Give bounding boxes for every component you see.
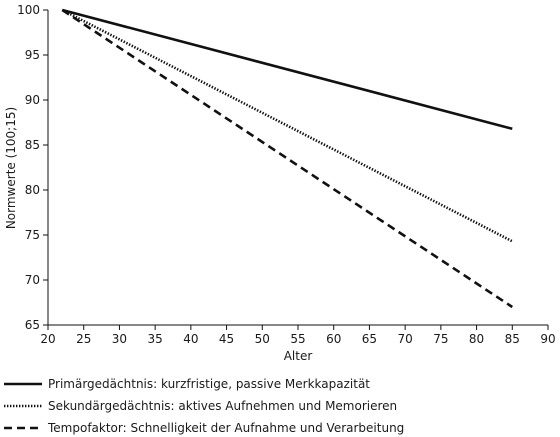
y-axis-label: Normwerte (100;15) xyxy=(4,107,18,229)
x-tick-label: 60 xyxy=(326,332,341,346)
x-tick-label: 50 xyxy=(255,332,270,346)
legend-label: Primärgedächtnis: kurzfristige, passive … xyxy=(48,377,370,391)
y-tick-label: 95 xyxy=(25,48,40,62)
x-tick-label: 65 xyxy=(362,332,377,346)
x-tick-label: 30 xyxy=(112,332,127,346)
y-tick-label: 70 xyxy=(25,273,40,287)
x-tick-label: 70 xyxy=(398,332,413,346)
x-tick-label: 55 xyxy=(290,332,305,346)
y-tick-label: 100 xyxy=(17,3,40,17)
y-tick-label: 75 xyxy=(25,228,40,242)
x-tick-label: 20 xyxy=(40,332,55,346)
y-tick-label: 80 xyxy=(25,183,40,197)
series-line-solid xyxy=(62,10,512,129)
x-tick-label: 90 xyxy=(540,332,555,346)
x-axis-label: Alter xyxy=(284,349,313,363)
x-tick-label: 25 xyxy=(76,332,91,346)
x-tick-label: 75 xyxy=(433,332,448,346)
y-tick-label: 65 xyxy=(25,318,40,332)
y-tick-label: 85 xyxy=(25,138,40,152)
series-line-dashed xyxy=(62,10,512,307)
x-tick-label: 35 xyxy=(148,332,163,346)
x-tick-label: 80 xyxy=(469,332,484,346)
y-tick-label: 90 xyxy=(25,93,40,107)
chart-series xyxy=(62,10,512,307)
legend-label: Sekundärgedächtnis: aktives Aufnehmen un… xyxy=(48,399,397,413)
x-tick-label: 85 xyxy=(505,332,520,346)
series-line-dotted xyxy=(62,10,512,241)
x-tick-label: 45 xyxy=(219,332,234,346)
legend-label: Tempofaktor: Schnelligkeit der Aufnahme … xyxy=(47,421,404,435)
chart-legend: Primärgedächtnis: kurzfristige, passive … xyxy=(4,377,404,435)
x-tick-label: 40 xyxy=(183,332,198,346)
chart-axes: 20 25 30 35 40 45 50 55 60 65 70 75 80 85 90 65 70 75 80 85… xyxy=(17,3,556,346)
